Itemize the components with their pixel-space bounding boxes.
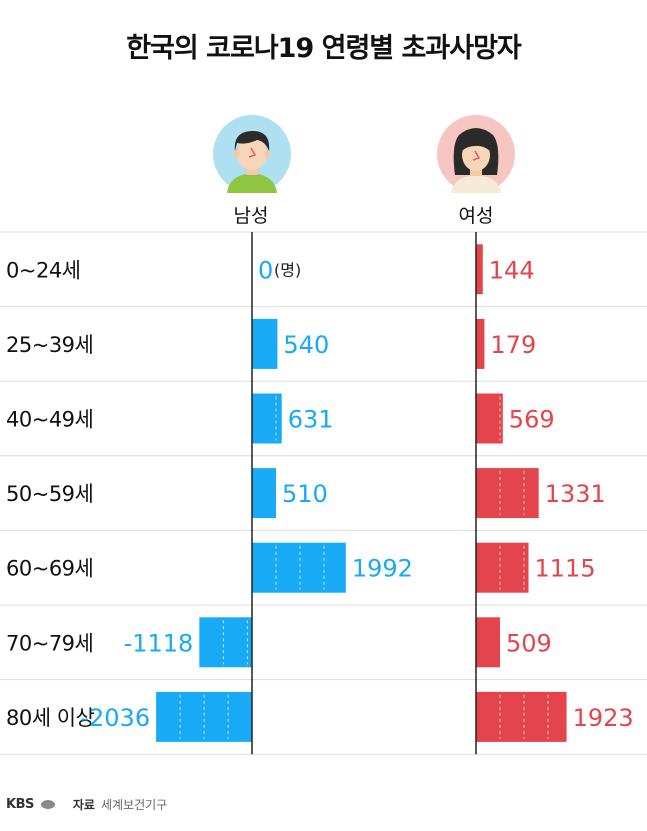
kbs-logo-mark: [40, 800, 55, 809]
male-column-label: 남성: [233, 205, 269, 227]
chart-title: 한국의 코로나19 연령별 초과사망자: [126, 33, 522, 64]
male-bar: [252, 318, 278, 369]
male-bar: [199, 617, 252, 668]
female-value-label: 1115: [535, 555, 596, 583]
category-label: 80세 이상: [6, 706, 95, 730]
woman-avatar-icon: [437, 115, 515, 193]
male-bar: [252, 393, 282, 444]
male-value-label: 510: [282, 480, 328, 508]
female-value-label: 144: [489, 256, 535, 284]
bar-chart: 0~24세 0 (명) 144 25~39세 540 179 40~49세 631 569 50~5…: [0, 231, 647, 755]
male-bar: [252, 468, 277, 519]
category-label: 40~49세: [6, 408, 93, 432]
category-label: 70~79세: [6, 631, 93, 655]
female-bar: [476, 318, 485, 369]
source-value: 세계보건기구: [100, 798, 168, 812]
male-value-label: -1118: [124, 629, 194, 657]
source-label: 자료: [72, 798, 95, 812]
female-value-label: 569: [509, 406, 555, 434]
category-label: 50~59세: [6, 482, 93, 506]
female-bar: [476, 542, 529, 593]
man-avatar-icon: [213, 115, 291, 193]
female-bar: [476, 244, 483, 295]
male-value-label: -2036: [80, 704, 150, 732]
male-value-label: 1992: [352, 555, 413, 583]
category-label: 0~24세: [6, 258, 81, 282]
female-column-label: 여성: [458, 205, 494, 227]
female-value-label: 1923: [573, 704, 634, 732]
female-value-label: 179: [490, 331, 536, 359]
female-value-label: 509: [506, 629, 552, 657]
category-label: 25~39세: [6, 333, 93, 357]
male-value-label: 0: [258, 256, 273, 284]
female-bar: [476, 468, 539, 519]
female-bar: [476, 393, 503, 444]
female-value-label: 1331: [545, 480, 606, 508]
source-line: KBS 자료 세계보건기구: [6, 796, 167, 813]
male-bar: [252, 542, 346, 593]
category-label: 60~69세: [6, 557, 93, 581]
male-value-label: 540: [283, 331, 329, 359]
kbs-logo: KBS: [6, 797, 34, 812]
female-bar: [476, 691, 567, 742]
male-value-label: 631: [288, 406, 334, 434]
unit-note: (명): [274, 260, 301, 279]
male-bar: [156, 691, 252, 742]
female-bar: [476, 617, 500, 668]
